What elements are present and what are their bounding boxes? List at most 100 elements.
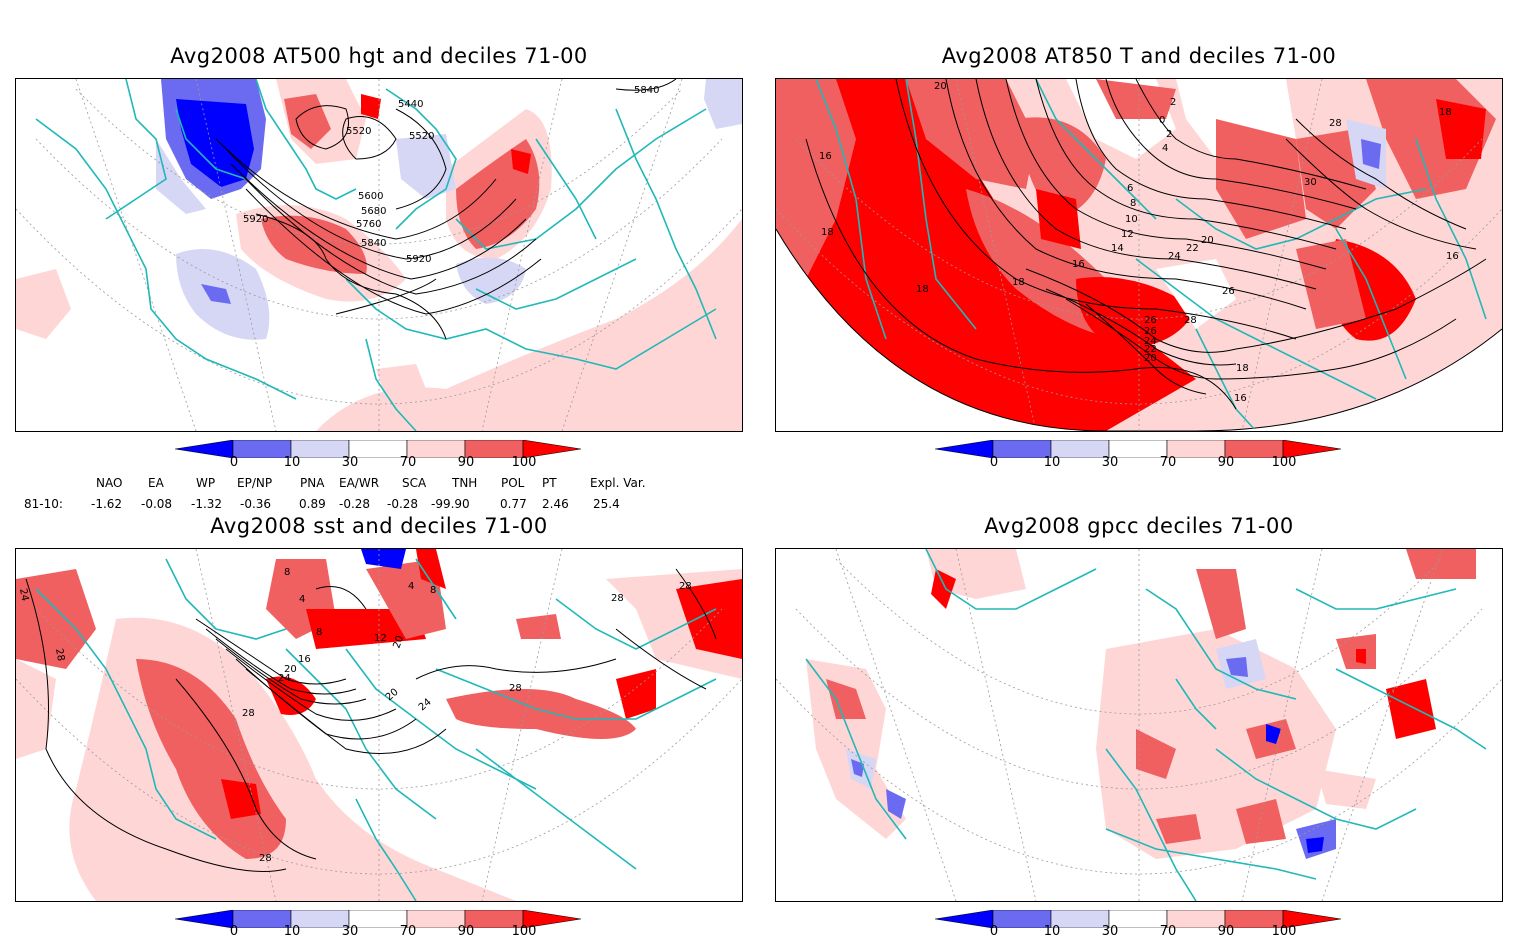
colorbar-segment <box>1166 440 1226 458</box>
colorbar-tick: 10 <box>283 455 301 470</box>
index-value: -1.62 <box>91 497 123 511</box>
contour-label: 2 <box>1170 97 1176 108</box>
index-value: -0.28 <box>339 497 371 511</box>
contour-labels: 24 28 8 4 8 12 16 20 20 24 20 24 28 28 2… <box>17 567 692 864</box>
colorbar-segment <box>1166 910 1226 928</box>
colorbar-segment <box>464 910 524 928</box>
colorbar-segment <box>175 910 234 928</box>
contour-label: 18 <box>916 284 929 295</box>
colorbar-tick: 100 <box>511 455 537 470</box>
colorbar-tick: 0 <box>989 924 999 939</box>
contour-label: 8 <box>430 585 436 596</box>
colorbar-tick: 70 <box>399 455 417 470</box>
index-value: -0.28 <box>387 497 419 511</box>
colorbar-tick: 30 <box>1101 455 1119 470</box>
index-header: NAO <box>96 476 123 490</box>
colorbar-segment <box>348 440 408 458</box>
contour-label: 20 <box>384 687 401 704</box>
contour-label: 26 <box>1222 286 1235 297</box>
index-header: Expl. Var. <box>590 476 646 490</box>
index-header: TNH <box>452 476 478 490</box>
colorbar-segment <box>1282 910 1342 928</box>
colorbar-tick: 0 <box>229 924 239 939</box>
contour-label: 5840 <box>361 238 386 249</box>
contour-label: 28 <box>242 708 255 719</box>
contour-label: 8 <box>1130 198 1136 209</box>
coastlines <box>815 79 1487 431</box>
contour-label: 4 <box>408 581 414 592</box>
index-header: EP/NP <box>237 476 273 490</box>
contour-label: 4 <box>299 594 305 605</box>
contour-label: 20 <box>284 664 297 675</box>
contour-label: 12 <box>374 633 387 644</box>
contour-label: 8 <box>316 627 322 638</box>
contour-label: 26 <box>1144 326 1157 337</box>
contour-label: 20 <box>1144 353 1157 364</box>
contour-label: 16 <box>1072 259 1085 270</box>
index-value: -99.90 <box>431 497 470 511</box>
index-value: 0.89 <box>299 497 326 511</box>
index-header: SCA <box>402 476 427 490</box>
contour-label: 5840 <box>634 85 659 96</box>
contour-label: 20 <box>1201 235 1214 246</box>
colorbar-tick: 90 <box>1217 455 1235 470</box>
colorbar-segment <box>290 910 350 928</box>
colorbar-scale <box>935 440 1342 458</box>
contour-label: 22 <box>1144 344 1157 355</box>
map-gpcc <box>775 548 1503 902</box>
projection-edge <box>776 228 1502 431</box>
colorbar-segment <box>522 440 582 458</box>
panel-title-hgt500: Avg2008 AT500 hgt and deciles 71-00 <box>170 44 588 68</box>
index-value: 2.46 <box>542 497 569 511</box>
index-value: -0.08 <box>141 497 173 511</box>
index-header: PNA <box>300 476 325 490</box>
index-header: EA <box>148 476 164 490</box>
contour-label: 20 <box>934 81 947 92</box>
map-hgt500: 5440 5520 5520 5600 5680 5760 5840 5920 … <box>15 78 743 432</box>
graticule <box>776 79 1502 431</box>
graticule <box>776 549 1502 901</box>
map-sst: 24 28 8 4 8 12 16 20 20 24 20 24 28 28 2… <box>15 548 743 902</box>
colorbar-tick: 10 <box>1043 455 1061 470</box>
contour-label: 28 <box>611 593 624 604</box>
colorbar-tick: 10 <box>1043 924 1061 939</box>
decile-shading <box>16 549 742 901</box>
contour-label: 28 <box>1329 118 1342 129</box>
colorbar-segment <box>1282 440 1342 458</box>
contour-label: 16 <box>1234 393 1247 404</box>
contour-label: 28 <box>259 853 272 864</box>
index-value: 25.4 <box>593 497 620 511</box>
contour-label: 18 <box>1236 363 1249 374</box>
contour-label: 16 <box>1446 251 1459 262</box>
colorbar-segment <box>992 440 1052 458</box>
coastlines <box>35 558 717 901</box>
contour-labels: 20 2 0 2 4 6 8 10 12 14 16 18 18 18 20 2… <box>819 81 1459 404</box>
index-header: EA/WR <box>339 476 380 490</box>
colorbar-segment <box>935 910 994 928</box>
colorbar-segment <box>992 910 1052 928</box>
colorbar-segment <box>290 440 350 458</box>
contour-label: 5920 <box>406 254 431 265</box>
index-header: WP <box>196 476 216 490</box>
contour-label: 26 <box>1144 315 1157 326</box>
contour-label: 14 <box>1111 243 1124 254</box>
colorbar-segment <box>1108 440 1168 458</box>
contour-label: 0 <box>1159 115 1165 126</box>
colorbar-segment <box>175 440 234 458</box>
contour-label: 24 <box>417 697 434 714</box>
contour-label: 16 <box>298 654 311 665</box>
colorbar-segment <box>406 910 466 928</box>
contour-label: 5920 <box>243 214 268 225</box>
colorbar-tick: 100 <box>511 924 537 939</box>
colorbar-segment <box>1224 910 1284 928</box>
colorbar-segment <box>232 440 292 458</box>
map-t850: 20 2 0 2 4 6 8 10 12 14 16 18 18 18 20 2… <box>775 78 1503 432</box>
contour-label: 16 <box>819 151 832 162</box>
contour-label: 22 <box>1186 243 1199 254</box>
contour-label: 10 <box>1125 214 1138 225</box>
colorbar-scale <box>935 910 1342 928</box>
colorbar-segment <box>348 910 408 928</box>
height-contours <box>215 79 677 340</box>
contour-labels: 5440 5520 5520 5600 5680 5760 5840 5920 … <box>243 85 659 265</box>
colorbar-segment <box>1050 910 1110 928</box>
